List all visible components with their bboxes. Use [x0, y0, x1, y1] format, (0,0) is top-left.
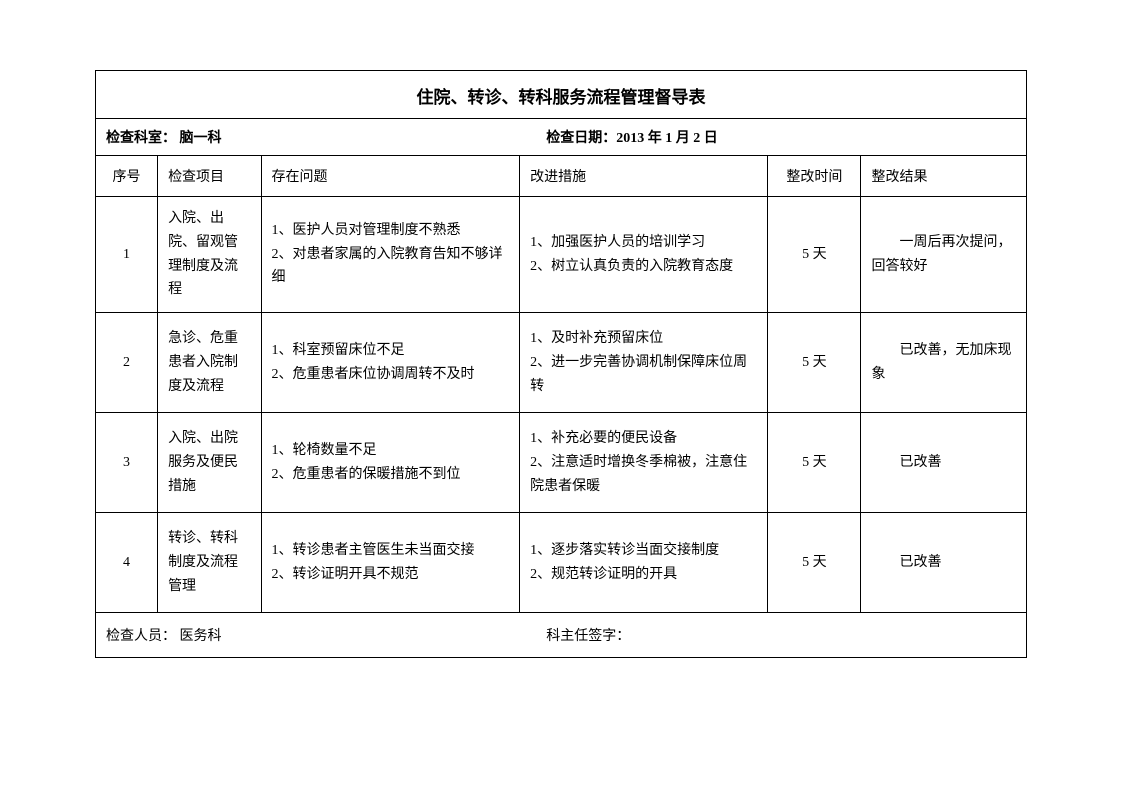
sign-info: 科主任签字：: [546, 625, 630, 645]
cell-item: 转诊、转科制度及流程管理: [158, 513, 261, 613]
cell-measure: 1、补充必要的便民设备2、注意适时增换冬季棉被，注意住院患者保暖: [520, 413, 768, 513]
table-row: 2 急诊、危重患者入院制度及流程 1、科室预留床位不足2、危重患者床位协调周转不…: [96, 313, 1027, 413]
footer-row: 检查人员： 医务科 科主任签字：: [96, 613, 1027, 658]
cell-item: 急诊、危重患者入院制度及流程: [158, 313, 261, 413]
cell-time: 5 天: [768, 313, 861, 413]
cell-problem: 1、科室预留床位不足2、危重患者床位协调周转不及时: [261, 313, 520, 413]
table-row: 4 转诊、转科制度及流程管理 1、转诊患者主管医生未当面交接2、转诊证明开具不规…: [96, 513, 1027, 613]
date-info: 检查日期：2013 年 1 月 2 日: [546, 127, 718, 147]
cell-measure: 1、及时补充预留床位2、进一步完善协调机制保障床位周转: [520, 313, 768, 413]
cell-result: 已改善: [861, 413, 1027, 513]
footer-cell: 检查人员： 医务科 科主任签字：: [96, 613, 1027, 658]
col-header-result: 整改结果: [861, 156, 1027, 197]
cell-time: 5 天: [768, 513, 861, 613]
title-row: 住院、转诊、转科服务流程管理督导表: [96, 71, 1027, 119]
col-header-measure: 改进措施: [520, 156, 768, 197]
cell-seq: 2: [96, 313, 158, 413]
table-row: 3 入院、出院服务及便民措施 1、轮椅数量不足2、危重患者的保暖措施不到位 1、…: [96, 413, 1027, 513]
dept-label: 检查科室：: [106, 131, 176, 146]
cell-time: 5 天: [768, 197, 861, 313]
date-label: 检查日期：: [546, 131, 616, 146]
table-row: 1 入院、出院、留观管理制度及流程 1、医护人员对管理制度不熟悉2、对患者家属的…: [96, 197, 1027, 313]
inspector-info: 检查人员： 医务科: [106, 625, 543, 645]
cell-item: 入院、出院服务及便民措施: [158, 413, 261, 513]
cell-problem: 1、医护人员对管理制度不熟悉2、对患者家属的入院教育告知不够详细: [261, 197, 520, 313]
header-row: 序号 检查项目 存在问题 改进措施 整改时间 整改结果: [96, 156, 1027, 197]
cell-measure: 1、逐步落实转诊当面交接制度2、规范转诊证明的开具: [520, 513, 768, 613]
cell-measure: 1、加强医护人员的培训学习2、树立认真负责的入院教育态度: [520, 197, 768, 313]
table-title: 住院、转诊、转科服务流程管理督导表: [96, 71, 1027, 119]
cell-result: 一周后再次提问，回答较好: [861, 197, 1027, 313]
cell-problem: 1、轮椅数量不足2、危重患者的保暖措施不到位: [261, 413, 520, 513]
cell-result: 已改善，无加床现象: [861, 313, 1027, 413]
cell-problem: 1、转诊患者主管医生未当面交接2、转诊证明开具不规范: [261, 513, 520, 613]
dept-value: 脑一科: [176, 131, 222, 146]
cell-result: 已改善: [861, 513, 1027, 613]
inspector-value: 医务科: [176, 629, 222, 644]
cell-seq: 1: [96, 197, 158, 313]
sign-label: 科主任签字：: [546, 629, 630, 644]
cell-time: 5 天: [768, 413, 861, 513]
cell-seq: 3: [96, 413, 158, 513]
inspector-label: 检查人员：: [106, 629, 176, 644]
dept-info: 检查科室： 脑一科: [106, 127, 543, 147]
info-cell: 检查科室： 脑一科 检查日期：2013 年 1 月 2 日: [96, 119, 1027, 156]
date-value: 2013 年 1 月 2 日: [616, 131, 718, 146]
col-header-seq: 序号: [96, 156, 158, 197]
col-header-problem: 存在问题: [261, 156, 520, 197]
col-header-time: 整改时间: [768, 156, 861, 197]
cell-seq: 4: [96, 513, 158, 613]
info-row: 检查科室： 脑一科 检查日期：2013 年 1 月 2 日: [96, 119, 1027, 156]
supervision-table: 住院、转诊、转科服务流程管理督导表 检查科室： 脑一科 检查日期：2013 年 …: [95, 70, 1027, 658]
cell-item: 入院、出院、留观管理制度及流程: [158, 197, 261, 313]
col-header-item: 检查项目: [158, 156, 261, 197]
